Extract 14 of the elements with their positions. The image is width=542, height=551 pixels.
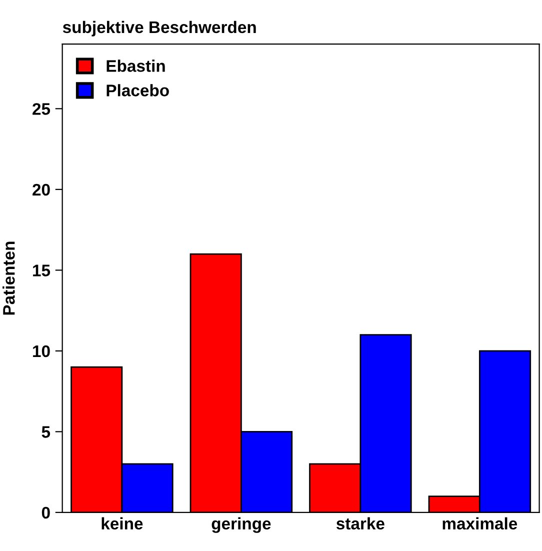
legend-label: Placebo (106, 84, 169, 96)
x-tick-label: maximale (442, 517, 518, 530)
x-tick-label: keine (102, 517, 143, 530)
chart-title: subjektive Beschwerden (62, 20, 256, 36)
y-tick-label: 5 (42, 426, 50, 438)
y-tick-label: 25 (32, 103, 50, 115)
y-tick-label: 10 (33, 345, 50, 358)
legend-label: Ebastin (106, 60, 165, 72)
y-axis-title: Patienten (2, 242, 15, 315)
y-tick-label: 20 (32, 184, 50, 196)
y-tick-label: 15 (33, 264, 50, 276)
x-tick-label: starke (336, 517, 384, 530)
x-tick-label: geringe (212, 517, 271, 533)
y-tick-label: 0 (42, 506, 50, 519)
